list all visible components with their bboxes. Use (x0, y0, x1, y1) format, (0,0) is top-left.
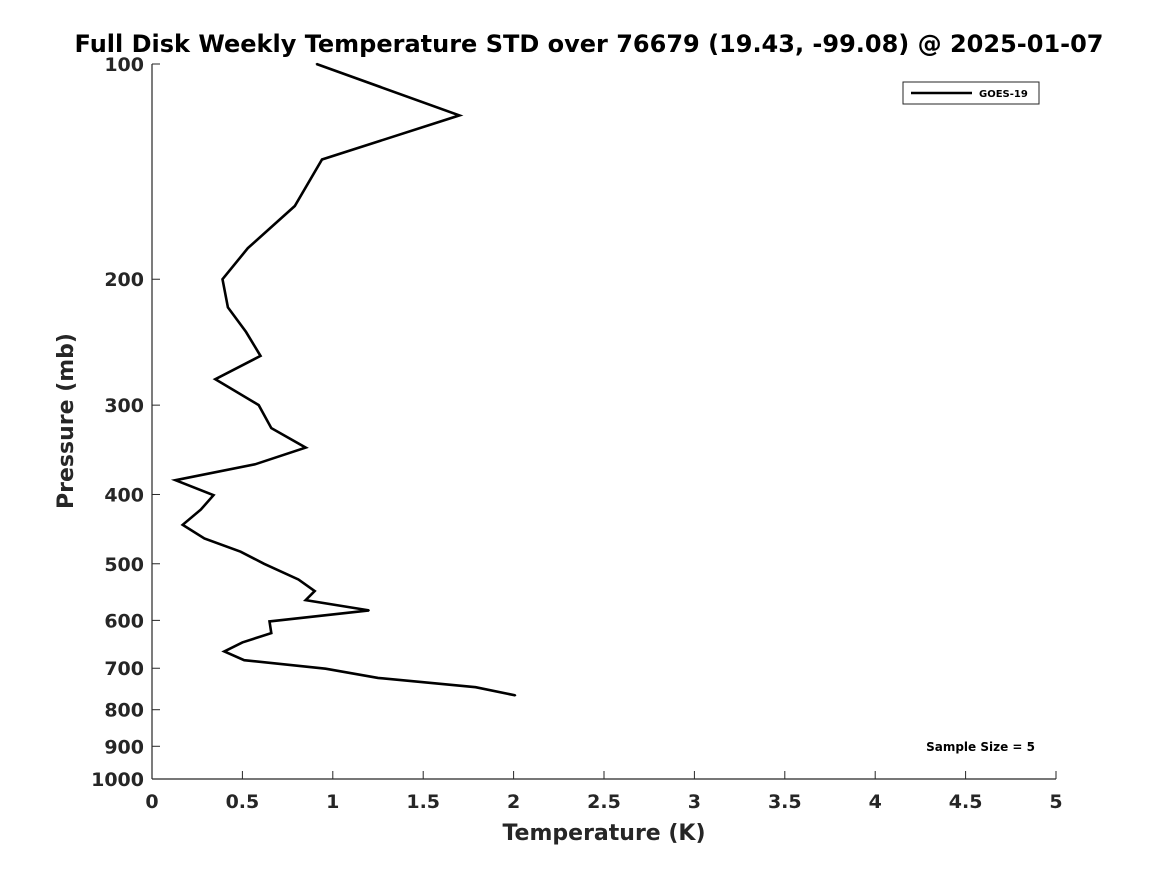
chart-title: Full Disk Weekly Temperature STD over 76… (75, 30, 1104, 58)
x-axis-label: Temperature (K) (502, 821, 705, 846)
series-line-goes-19 (170, 62, 516, 697)
y-tick-label: 100 (104, 54, 144, 76)
data-point (268, 620, 271, 623)
data-point (227, 306, 229, 309)
x-tick-label: 1 (326, 791, 339, 813)
data-point (474, 686, 477, 689)
data-point (214, 378, 217, 381)
x-tick-label: 2 (507, 791, 520, 813)
data-point (377, 676, 379, 679)
sample-size-annotation: Sample Size = 5 (926, 740, 1035, 754)
data-point (257, 404, 260, 407)
data-point (259, 354, 262, 357)
data-point (263, 562, 265, 565)
x-tick-label: 2.5 (587, 791, 621, 813)
x-tick-label: 4.5 (949, 791, 983, 813)
data-point (315, 63, 318, 65)
data-point (199, 508, 202, 511)
y-tick-label: 1000 (91, 769, 144, 791)
x-tick-label: 3.5 (768, 791, 802, 813)
y-tick-label: 700 (104, 658, 144, 680)
data-point (368, 609, 370, 612)
data-point (241, 641, 244, 644)
y-tick-label: 200 (104, 269, 144, 291)
data-point (293, 205, 296, 207)
data-point (212, 494, 215, 497)
data-point (174, 479, 177, 482)
series-group (170, 62, 517, 697)
data-point (221, 278, 224, 281)
data-point (304, 599, 307, 601)
y-axis-label: Pressure (mb) (54, 333, 79, 509)
x-ticks: 0 0.5 1 1.5 2 2.5 3 3.5 4 4.5 5 (145, 771, 1063, 813)
data-point (254, 463, 256, 466)
data-point (313, 590, 316, 592)
x-tick-label: 5 (1049, 791, 1062, 813)
data-point (270, 427, 273, 429)
x-tick-label: 0.5 (226, 791, 260, 813)
legend-label: GOES-19 (979, 89, 1028, 100)
data-point (304, 446, 307, 449)
y-tick-label: 800 (104, 700, 144, 722)
y-tick-label: 400 (104, 484, 144, 506)
x-tick-label: 0 (145, 791, 158, 813)
data-point (203, 537, 206, 540)
data-point (223, 650, 226, 653)
data-point (321, 158, 323, 161)
data-point (270, 632, 273, 634)
data-point (514, 694, 517, 697)
x-tick-label: 1.5 (406, 791, 440, 813)
data-point (243, 659, 246, 662)
y-tick-label: 300 (104, 395, 144, 417)
data-point (297, 578, 300, 581)
y-tick-label: 900 (104, 736, 144, 758)
legend: GOES-19 (902, 81, 1040, 105)
y-tick-label: 500 (104, 554, 144, 576)
data-point (458, 114, 461, 117)
data-point (324, 667, 327, 670)
data-point (239, 550, 242, 553)
y-tick-label: 600 (104, 610, 144, 632)
x-tick-label: 3 (688, 791, 701, 813)
data-point (245, 331, 247, 333)
data-point (181, 523, 184, 526)
y-ticks: 100 200 300 400 500 600 700 800 900 1000 (91, 54, 160, 791)
x-tick-label: 4 (869, 791, 882, 813)
data-point (246, 247, 249, 250)
